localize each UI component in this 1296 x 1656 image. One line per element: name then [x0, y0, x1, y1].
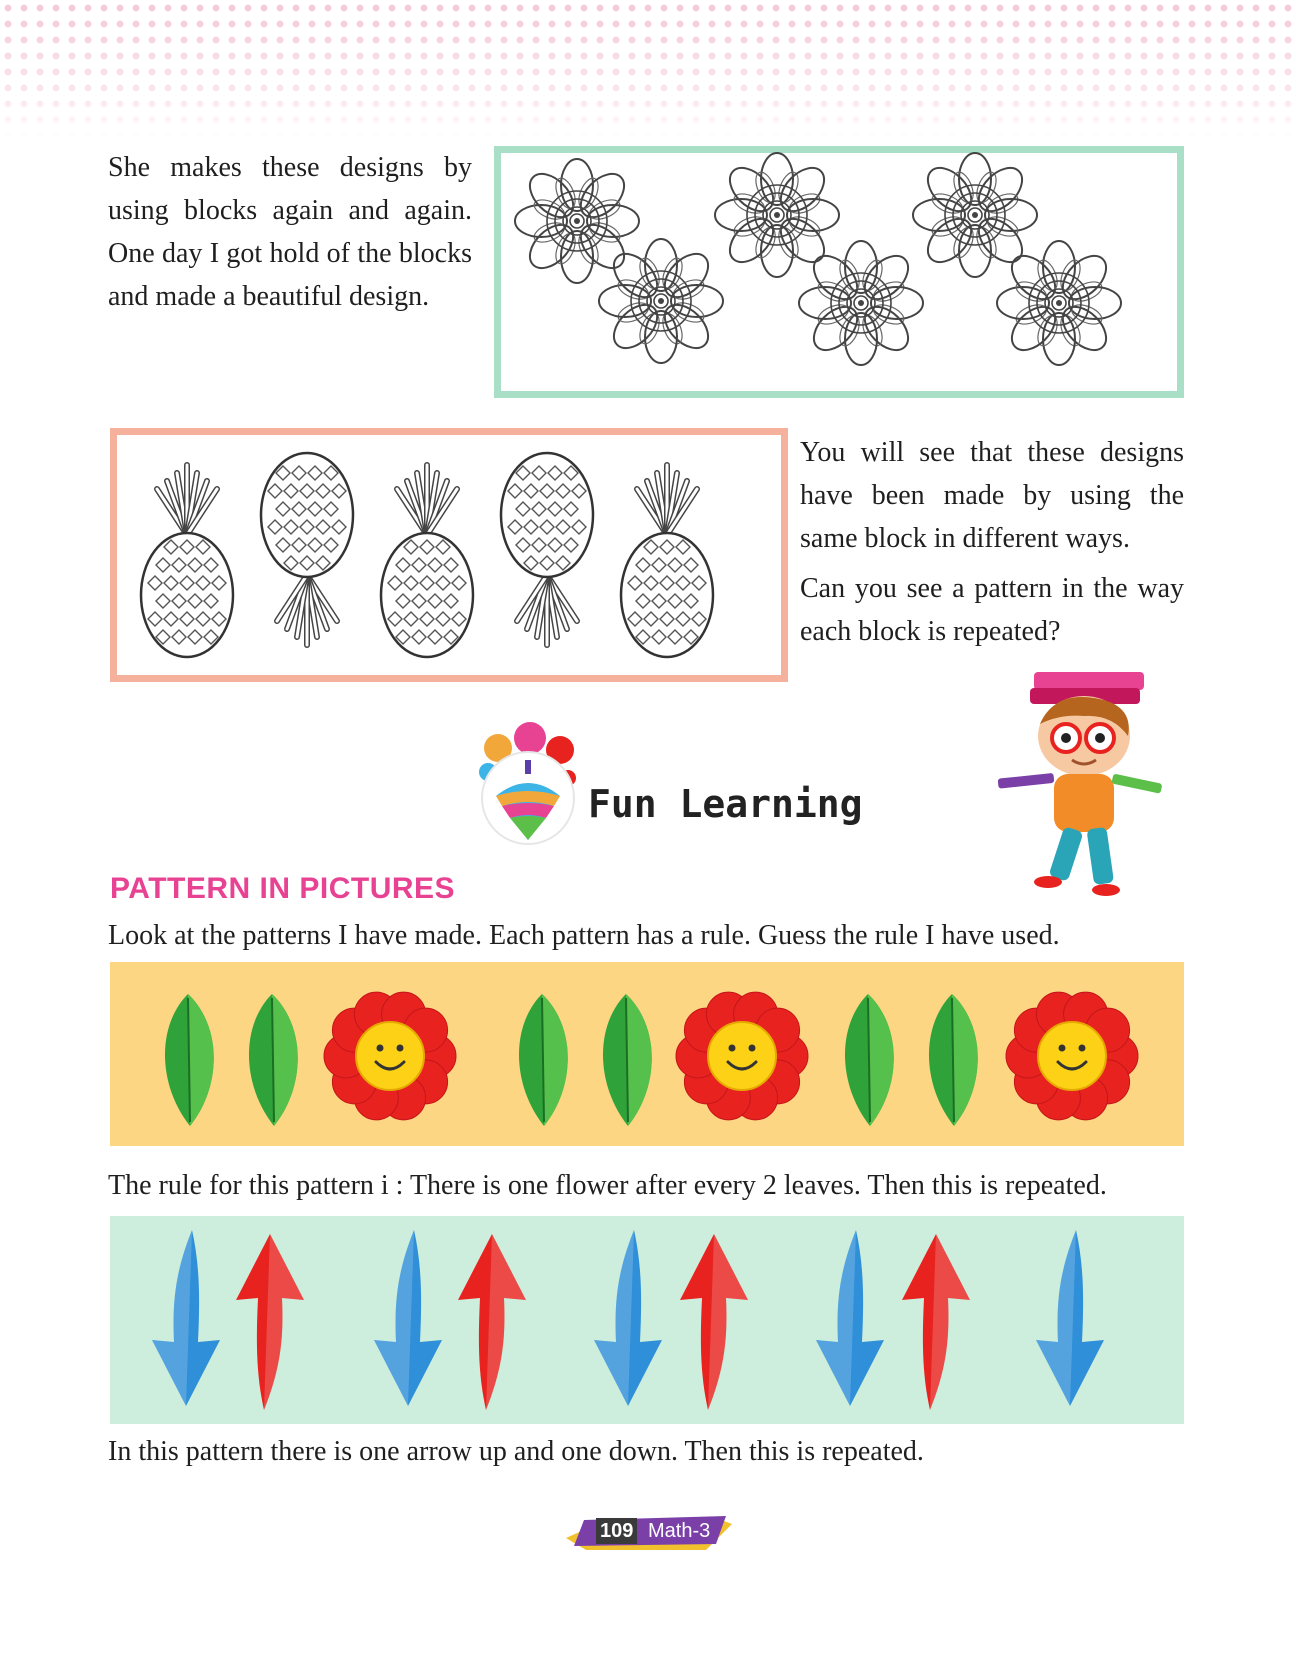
- pineapple-block: [379, 462, 475, 659]
- side-paragraph-2: Can you see a pattern in the way each bl…: [800, 573, 1184, 647]
- leaf-icon: [602, 994, 652, 1126]
- pineapple-block: [619, 462, 715, 659]
- arrow-down-icon: [816, 1230, 884, 1406]
- smiling-flower-icon: [1005, 991, 1139, 1121]
- arrow-down-icon: [152, 1230, 220, 1406]
- arrow-pattern: [152, 1230, 1104, 1410]
- mandala-block: [714, 152, 840, 278]
- smiling-flower-icon: [675, 991, 809, 1121]
- instructions-text: Look at the patterns I have made. Each p…: [108, 920, 1060, 951]
- arrow-down-icon: [1036, 1230, 1104, 1406]
- dotted-header-decoration: [0, 0, 1296, 140]
- leaf-flower-pattern-strip: [110, 962, 1184, 1146]
- smiling-flower-icon: [323, 991, 457, 1121]
- arrow-up-icon: [236, 1234, 304, 1410]
- mandala-block: [912, 152, 1038, 278]
- pineapple-block: [499, 451, 595, 648]
- mandala-block: [996, 240, 1122, 366]
- leaf-icon: [928, 994, 978, 1126]
- leaf-icon: [844, 994, 894, 1126]
- rule-2-text: In this pattern there is one arrow up an…: [108, 1436, 924, 1467]
- pineapple-block: [259, 451, 355, 648]
- section-heading: PATTERN IN PICTURES: [110, 872, 456, 905]
- mandala-block: [798, 240, 924, 366]
- spinning-top-logo-icon: [479, 722, 576, 845]
- book-label: Math-3: [648, 1520, 711, 1542]
- mandala-pattern-illustration: [514, 152, 1122, 366]
- intro-paragraph: She makes these designs by using blocks …: [108, 152, 472, 312]
- side-paragraph-1: You will see that these designs have bee…: [800, 437, 1184, 554]
- mandala-design-box: [494, 146, 1184, 398]
- pineapple-pattern-illustration: [139, 451, 715, 659]
- fun-learning-title: Fun Learning: [588, 782, 863, 826]
- arrow-pattern-strip: [110, 1216, 1184, 1424]
- leaf-icon: [518, 994, 568, 1126]
- page-number: 109: [596, 1518, 638, 1544]
- pineapple-block: [139, 462, 235, 659]
- arrow-up-icon: [458, 1234, 526, 1410]
- mandala-block: [514, 158, 640, 284]
- mandala-block: [598, 238, 724, 364]
- leaf-flower-pattern: [164, 991, 1139, 1126]
- leaf-icon: [164, 994, 214, 1126]
- pineapple-design-box: [110, 428, 788, 682]
- arrow-up-icon: [902, 1234, 970, 1410]
- arrow-down-icon: [594, 1230, 662, 1406]
- arrow-up-icon: [680, 1234, 748, 1410]
- leaf-icon: [248, 994, 298, 1126]
- rule-1-text: The rule for this pattern i : There is o…: [108, 1170, 1107, 1201]
- boy-with-books-illustration: [997, 672, 1162, 896]
- arrow-down-icon: [374, 1230, 442, 1406]
